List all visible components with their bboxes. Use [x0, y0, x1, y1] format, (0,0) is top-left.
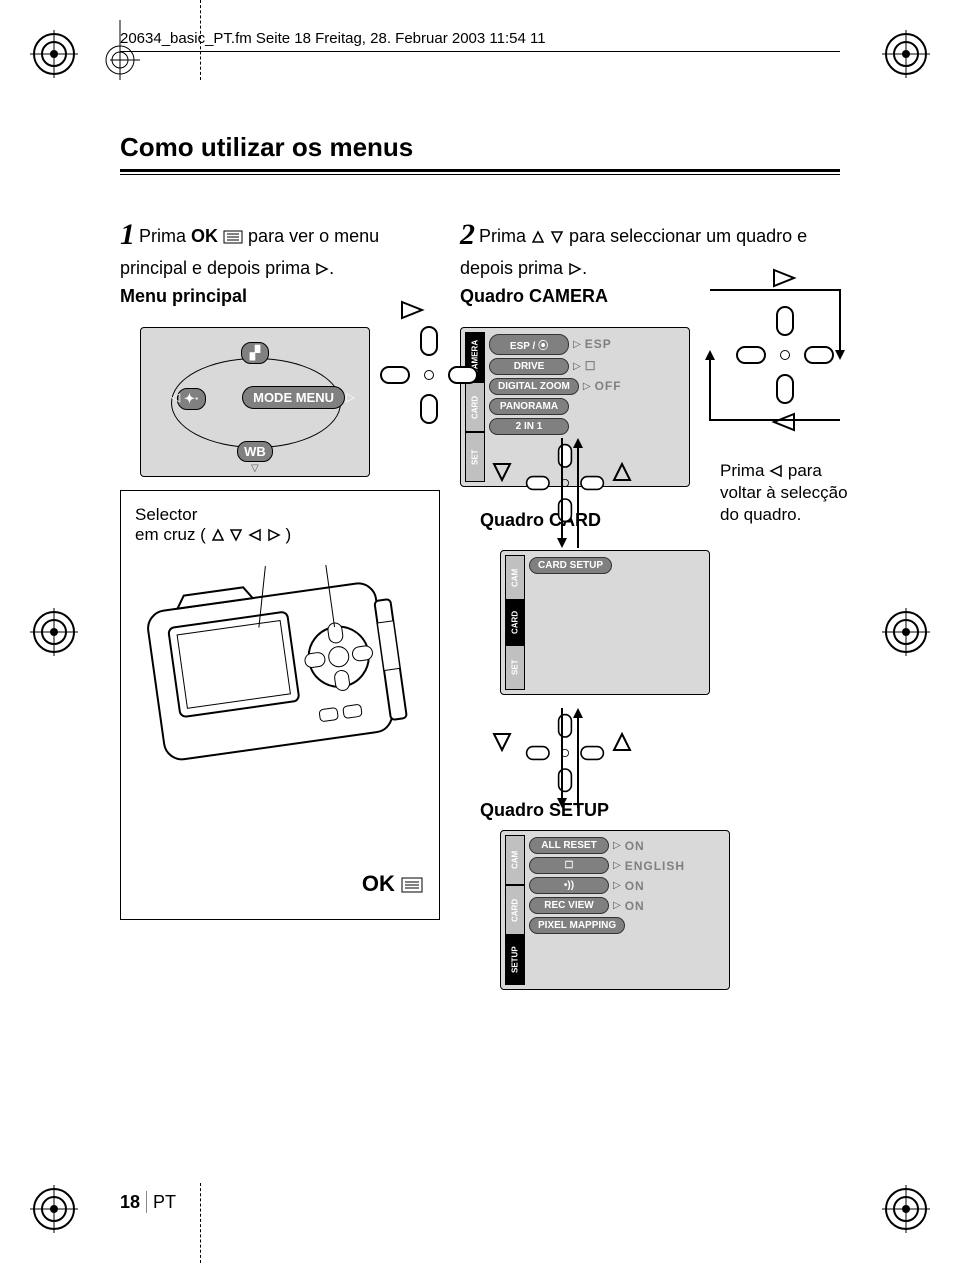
- menu-row[interactable]: •))▷ON: [529, 877, 723, 894]
- menu-row[interactable]: PIXEL MAPPING: [529, 917, 723, 934]
- left-triangle-icon: [769, 464, 783, 478]
- registration-mark: [882, 608, 930, 656]
- page-header: 20634_basic_PT.fm Seite 18 Freitag, 28. …: [120, 30, 840, 47]
- step-1: 1Prima OK para ver o menu principal e de…: [120, 215, 420, 280]
- tab-set[interactable]: SET: [465, 432, 485, 482]
- up-triangle-icon: [610, 460, 634, 484]
- main-menu-left-icon: ✦·: [177, 388, 206, 410]
- menu-row[interactable]: CARD SETUP: [529, 557, 703, 574]
- flow-arrows: [700, 280, 860, 440]
- selector-box: Selector em cruz ( ): [120, 490, 440, 920]
- menu-row[interactable]: REC VIEW▷ON: [529, 897, 723, 914]
- selector-label: Selector em cruz ( ): [135, 505, 425, 545]
- quadro-setup-label: Quadro SETUP: [480, 800, 609, 821]
- page-footer: 18PT: [120, 1191, 176, 1213]
- tab-card[interactable]: CARD: [505, 885, 525, 935]
- flow-arrows: [550, 698, 590, 808]
- menu-row[interactable]: ESP / ⦿▷ESP: [489, 334, 683, 355]
- voltar-text: Prima para voltar à selecção do quadro.: [720, 460, 860, 526]
- tab-set[interactable]: SET: [505, 645, 525, 690]
- registration-mark: [30, 1185, 78, 1233]
- up-triangle-icon: [610, 730, 634, 754]
- tab-setup[interactable]: SETUP: [505, 935, 525, 985]
- ok-icon-label: OK: [191, 226, 218, 246]
- registration-mark: [30, 608, 78, 656]
- tab-cam[interactable]: CAM: [505, 835, 525, 885]
- down-triangle-icon: [550, 230, 564, 244]
- mode-menu-button[interactable]: MODE MENU: [242, 386, 345, 409]
- registration-mark: [30, 30, 78, 78]
- dpad-icon: [384, 330, 474, 420]
- up-triangle-icon: [531, 230, 545, 244]
- ok-button-label: OK: [362, 871, 423, 897]
- menu-row[interactable]: ALL RESET▷ON: [529, 837, 723, 854]
- wb-button[interactable]: WB: [237, 441, 273, 462]
- menu-row[interactable]: DIGITAL ZOOM▷OFF: [489, 378, 683, 395]
- down-triangle-icon: [490, 460, 514, 484]
- tab-cam[interactable]: CAM: [505, 555, 525, 600]
- menu-row[interactable]: 🞎▷ENGLISH: [529, 857, 723, 874]
- menu-icon: [223, 230, 243, 244]
- main-menu-screen: ▞ ✦· MODE MENU WB ◁ ▷ ▽: [140, 327, 370, 477]
- menu-principal-label: Menu principal: [120, 286, 420, 307]
- tab-card[interactable]: CARD: [505, 600, 525, 645]
- menu-row[interactable]: PANORAMA: [489, 398, 683, 415]
- menu-row[interactable]: DRIVE▷☐: [489, 358, 683, 375]
- right-triangle-icon: [315, 262, 329, 276]
- main-menu-top-icon: ▞: [241, 342, 269, 364]
- camera-illustration: [135, 565, 425, 775]
- right-triangle-icon: [568, 262, 582, 276]
- down-triangle-icon: [490, 730, 514, 754]
- flow-arrows: [550, 428, 590, 548]
- registration-mark: [882, 1185, 930, 1233]
- setup-menu-screen: CAM CARD SETUP ALL RESET▷ON 🞎▷ENGLISH •)…: [500, 830, 730, 990]
- registration-mark: [882, 30, 930, 78]
- section-title: Como utilizar os menus: [120, 132, 840, 163]
- right-triangle-icon: [398, 298, 428, 322]
- card-menu-screen: CAM CARD SET CARD SETUP: [500, 550, 710, 695]
